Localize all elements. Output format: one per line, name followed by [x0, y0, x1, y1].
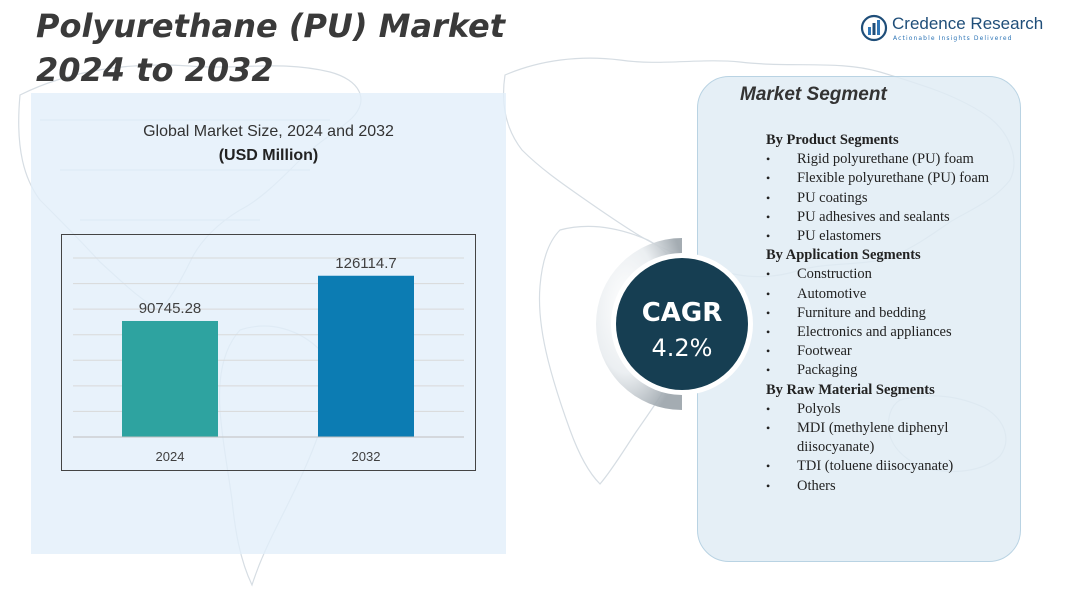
chart-frame: [61, 234, 476, 471]
cagr-value: 4.2%: [651, 334, 713, 362]
brand-logo: Credence Research Actionable Insights De…: [860, 14, 1060, 48]
segment-item: Construction: [766, 265, 1016, 284]
cagr-label: CAGR: [641, 298, 723, 328]
bar-chart-circle-icon: [860, 14, 888, 42]
segment-item: Automotive: [766, 285, 1016, 304]
data-label-2032: 126114.7: [335, 255, 396, 272]
segment-item: Others: [766, 477, 1016, 496]
category-label-2032: 2032: [352, 449, 381, 464]
category-label-2024: 2024: [156, 449, 185, 464]
chart-unit: (USD Million): [218, 147, 319, 164]
chart-subtitle: Global Market Size, 2024 and 2032: [143, 123, 394, 140]
brand-tagline: Actionable Insights Delivered: [893, 35, 1013, 42]
segment-item: MDI (methylene diphenyl diisocyanate): [766, 419, 1016, 457]
segment-group-heading: By Raw Material Segments: [766, 381, 935, 398]
bar-2032: [318, 275, 414, 437]
segment-item: PU adhesives and sealants: [766, 208, 1016, 227]
segment-item: Polyols: [766, 400, 1016, 419]
page-title: Polyurethane (PU) Market 2024 to 2032: [36, 4, 556, 92]
title-line-1: Polyurethane (PU) Market: [36, 7, 506, 45]
segment-item: PU coatings: [766, 189, 1016, 208]
segment-item: Flexible polyurethane (PU) foam: [766, 169, 1016, 188]
segment-item: Electronics and appliances: [766, 323, 1016, 342]
segment-group-heading: By Product Segments: [766, 132, 899, 148]
market-size-panel: [31, 93, 506, 554]
segment-item: Packaging: [766, 361, 1016, 380]
segment-item: PU elastomers: [766, 227, 1016, 246]
cagr-badge: [596, 238, 753, 410]
segment-group-heading: By Application Segments: [766, 247, 921, 264]
segment-item: Furniture and bedding: [766, 304, 1016, 323]
segment-item: TDI (toluene diisocyanate): [766, 457, 1016, 476]
brand-name: Credence Research: [892, 14, 1044, 33]
data-label-2024: 90745.28: [139, 300, 202, 317]
title-line-2: 2024 to 2032: [36, 51, 274, 89]
segment-item: Rigid polyurethane (PU) foam: [766, 150, 1016, 169]
market-size-bar-chart: 90745.28 2024 126114.7 2032: [73, 255, 464, 464]
segment-title: Market Segment: [740, 84, 887, 105]
bar-2024: [122, 320, 218, 437]
segment-list: By Product Segments Rigid polyurethane (P…: [766, 131, 1016, 496]
segment-item: Footwear: [766, 342, 1016, 361]
